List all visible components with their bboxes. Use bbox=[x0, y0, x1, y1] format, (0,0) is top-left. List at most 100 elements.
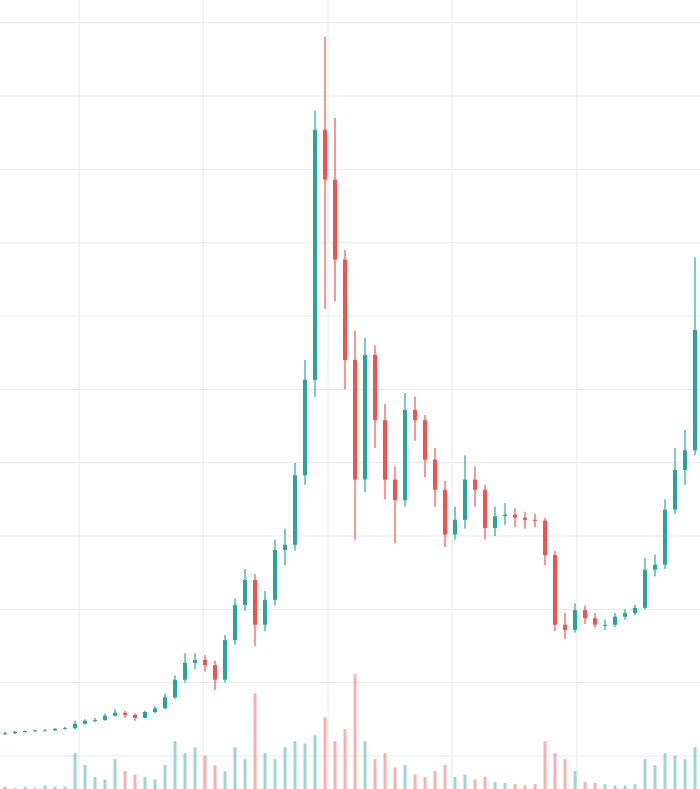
candle-body bbox=[53, 728, 57, 731]
candle-body bbox=[623, 613, 627, 617]
volume-bar bbox=[253, 693, 257, 789]
candle-body bbox=[583, 610, 587, 619]
candle-body bbox=[423, 420, 427, 460]
volume-bar bbox=[523, 785, 527, 789]
volume-bar bbox=[343, 729, 347, 789]
candle-body bbox=[93, 720, 97, 722]
volume-bar bbox=[113, 759, 117, 789]
candle-body bbox=[3, 733, 7, 735]
candle-body bbox=[553, 555, 557, 625]
volume-bar bbox=[573, 771, 577, 789]
volume-bar bbox=[493, 781, 497, 789]
candle-body bbox=[313, 129, 317, 380]
candle-body bbox=[73, 723, 77, 729]
volume-bar bbox=[413, 774, 417, 789]
volume-bar bbox=[3, 786, 7, 789]
candle-body bbox=[443, 489, 447, 535]
candle-body bbox=[133, 714, 137, 718]
candle-body bbox=[323, 129, 327, 180]
volume-bar bbox=[463, 774, 467, 789]
candle-body bbox=[453, 519, 457, 535]
volume-bar bbox=[613, 785, 617, 789]
volume-bar bbox=[203, 755, 207, 789]
volume-bar bbox=[593, 783, 597, 789]
volume-bar bbox=[503, 783, 507, 789]
candle-body bbox=[593, 618, 597, 625]
volume-bar bbox=[233, 747, 237, 789]
volume-bar bbox=[13, 787, 17, 789]
volume-bar bbox=[353, 674, 357, 789]
volume-bar bbox=[603, 784, 607, 789]
volume-bar bbox=[673, 755, 677, 789]
candle-body bbox=[193, 659, 197, 663]
volume-bar bbox=[403, 765, 407, 789]
candle-body bbox=[543, 520, 547, 556]
volume-bar bbox=[93, 777, 97, 789]
candle-body bbox=[343, 259, 347, 361]
candle-body bbox=[683, 450, 687, 471]
candle-body bbox=[303, 379, 307, 476]
volume-bar bbox=[363, 741, 367, 789]
candle-body bbox=[513, 514, 517, 518]
candle-body bbox=[23, 731, 27, 733]
volume-bar bbox=[273, 759, 277, 789]
volume-bar bbox=[333, 741, 337, 789]
volume-bar bbox=[533, 784, 537, 789]
volume-bar bbox=[583, 781, 587, 789]
volume-bar bbox=[163, 765, 167, 789]
volume-bar bbox=[513, 784, 517, 789]
candle-body bbox=[673, 470, 677, 510]
candle-body bbox=[233, 604, 237, 641]
volume-bar bbox=[123, 771, 127, 789]
volume-bar bbox=[433, 771, 437, 789]
candle-body bbox=[633, 607, 637, 614]
candle-body bbox=[353, 360, 357, 480]
volume-bar bbox=[53, 786, 57, 789]
candle-body bbox=[403, 409, 407, 501]
candle-body bbox=[43, 730, 47, 732]
candle-body bbox=[213, 665, 217, 680]
candle-body bbox=[293, 475, 297, 545]
volume-bar bbox=[243, 759, 247, 789]
volume-bar bbox=[183, 753, 187, 789]
candle-body bbox=[83, 720, 87, 724]
volume-bar bbox=[23, 786, 27, 789]
volume-bar bbox=[133, 774, 137, 789]
candle-body bbox=[273, 549, 277, 600]
candle-body bbox=[483, 489, 487, 528]
volume-bar bbox=[623, 785, 627, 789]
volume-bar bbox=[303, 743, 307, 789]
volume-bar bbox=[283, 747, 287, 789]
candle-body bbox=[693, 329, 697, 451]
candle-body bbox=[253, 580, 257, 625]
volume-bar bbox=[263, 753, 267, 789]
candle-body bbox=[103, 715, 107, 721]
volume-bar bbox=[653, 765, 657, 789]
volume-bar bbox=[43, 785, 47, 789]
candle-body bbox=[463, 479, 467, 520]
candle-body bbox=[13, 731, 17, 734]
candle-body bbox=[613, 616, 617, 625]
candle-body bbox=[393, 479, 397, 501]
volume-bar bbox=[383, 753, 387, 789]
volume-bar bbox=[33, 787, 37, 789]
candle-body bbox=[123, 712, 127, 715]
candle-body bbox=[663, 509, 667, 565]
volume-bar bbox=[213, 765, 217, 789]
candle-body bbox=[563, 624, 567, 630]
volume-bar bbox=[693, 747, 697, 789]
volume-bar bbox=[483, 777, 487, 789]
candle-body bbox=[173, 679, 177, 698]
candle-body bbox=[143, 712, 147, 718]
candle-body bbox=[163, 697, 167, 709]
volume-bar bbox=[73, 753, 77, 789]
candle-body bbox=[243, 580, 247, 605]
candle-body bbox=[573, 610, 577, 630]
candle-body bbox=[363, 354, 367, 480]
volume-bar bbox=[633, 784, 637, 789]
volume-bar bbox=[683, 759, 687, 789]
volume-bar bbox=[423, 777, 427, 789]
candle-body bbox=[183, 662, 187, 680]
